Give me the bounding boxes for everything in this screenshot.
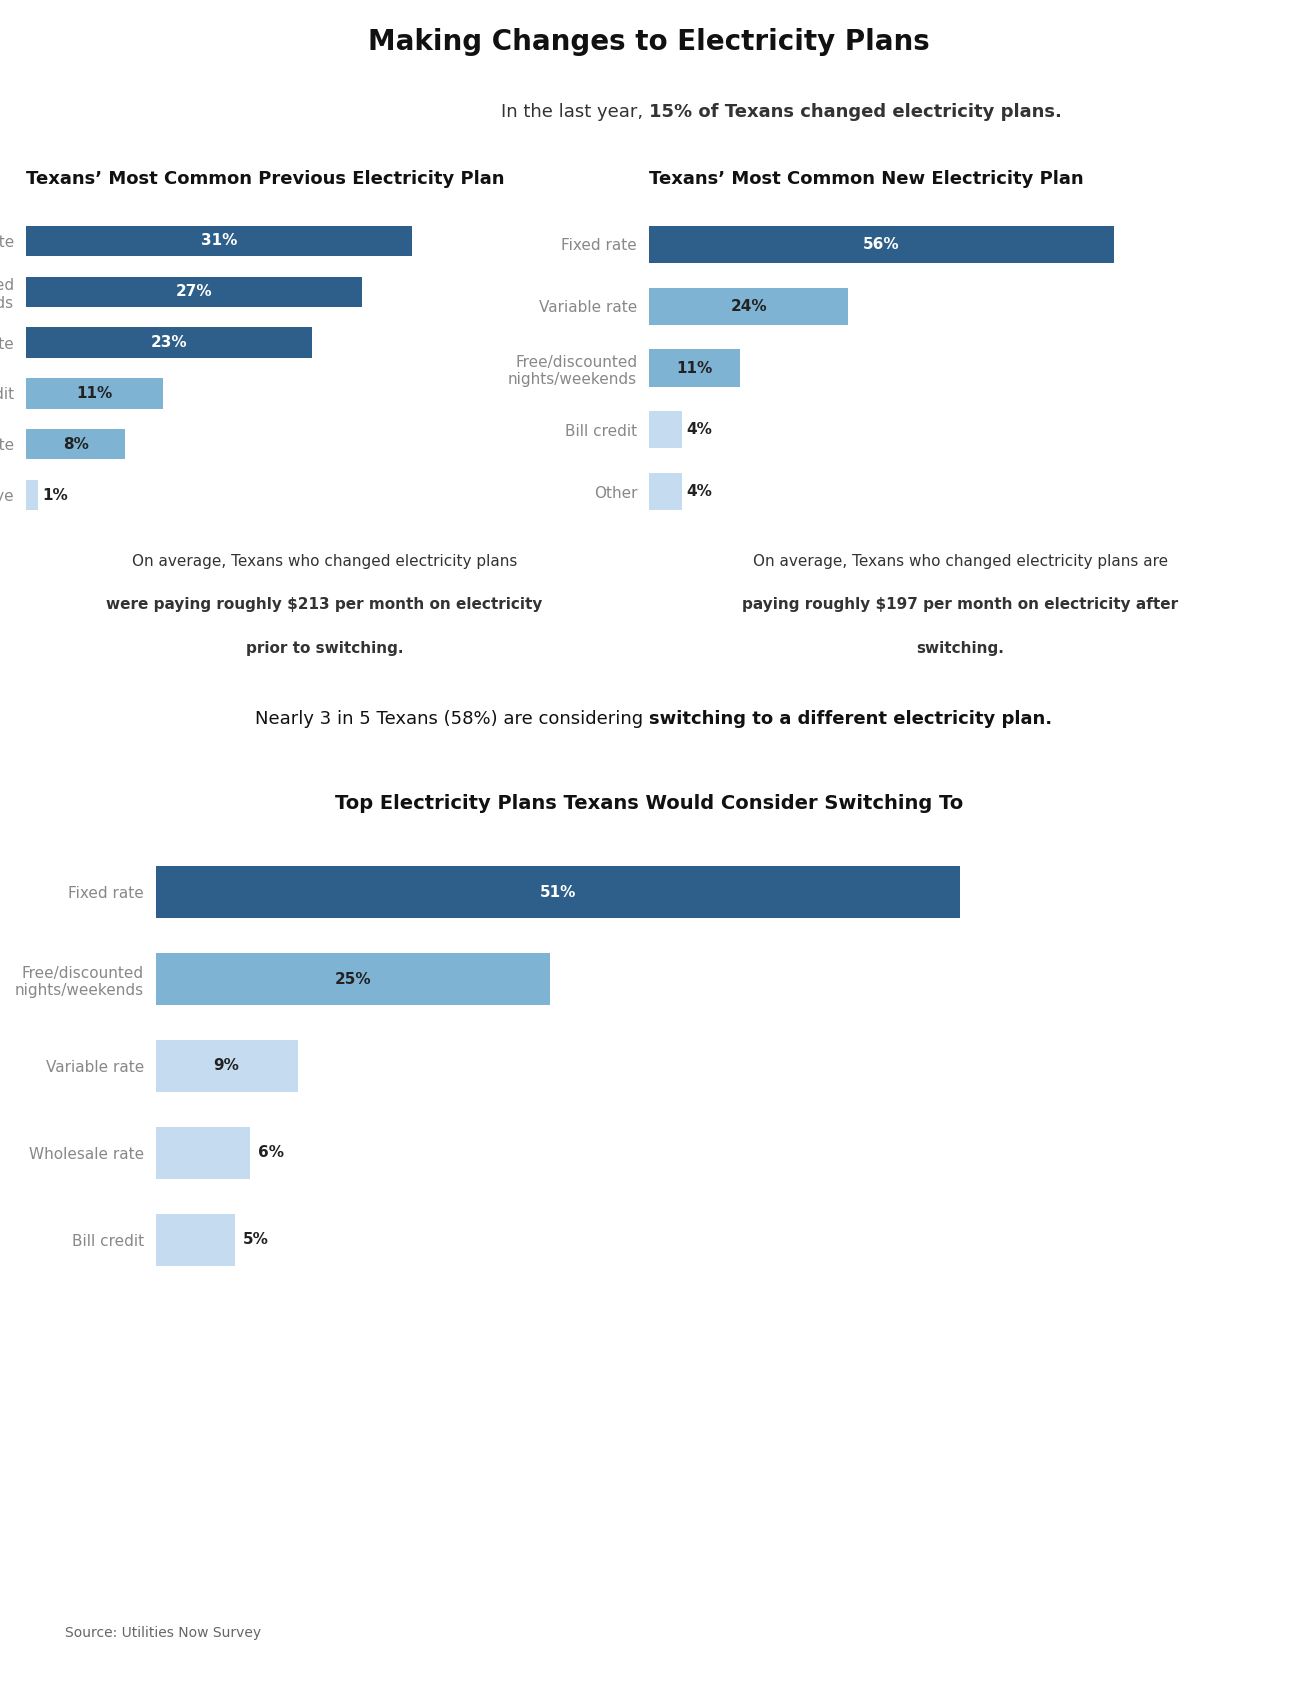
Text: Texans’ Most Common Previous Electricity Plan: Texans’ Most Common Previous Electricity…: [26, 169, 505, 188]
Text: 8%: 8%: [62, 437, 88, 452]
Text: 51%: 51%: [540, 885, 576, 900]
Bar: [156, 866, 959, 919]
Text: 11%: 11%: [77, 386, 113, 401]
Bar: [156, 1127, 251, 1179]
Bar: [156, 953, 550, 1005]
Text: 56%: 56%: [863, 237, 900, 252]
Text: 6%: 6%: [258, 1145, 284, 1161]
Bar: [649, 474, 683, 511]
Text: Nearly 3 in 5 Texans (58%) are considering: Nearly 3 in 5 Texans (58%) are consideri…: [256, 711, 649, 728]
Bar: [649, 225, 1114, 262]
Bar: [26, 276, 362, 306]
Text: On average, Texans who changed electricity plans: On average, Texans who changed electrici…: [132, 555, 517, 569]
Text: Making Changes to Electricity Plans: Making Changes to Electricity Plans: [369, 29, 929, 56]
Text: In the last year,: In the last year,: [501, 103, 649, 120]
Text: prior to switching.: prior to switching.: [245, 641, 404, 655]
Bar: [26, 225, 411, 255]
Bar: [26, 327, 312, 357]
Text: 11%: 11%: [676, 360, 713, 376]
Text: 25%: 25%: [335, 971, 371, 986]
Text: 23%: 23%: [151, 335, 187, 350]
Text: switching.: switching.: [916, 641, 1005, 655]
Text: Texans’ Most Common New Electricity Plan: Texans’ Most Common New Electricity Plan: [649, 169, 1084, 188]
Text: 9%: 9%: [214, 1059, 240, 1073]
Text: 31%: 31%: [201, 233, 238, 249]
Text: switching to a different electricity plan.: switching to a different electricity pla…: [649, 711, 1053, 728]
Text: 27%: 27%: [175, 284, 212, 299]
Bar: [26, 430, 126, 460]
Bar: [649, 411, 683, 448]
Text: 15% of Texans changed electricity plans.: 15% of Texans changed electricity plans.: [649, 103, 1062, 120]
Text: 4%: 4%: [687, 484, 713, 499]
Bar: [649, 288, 849, 325]
Bar: [26, 481, 39, 511]
Text: Source: Utilities Now Survey: Source: Utilities Now Survey: [65, 1626, 261, 1640]
Text: 5%: 5%: [243, 1232, 269, 1247]
Bar: [156, 1213, 235, 1266]
Text: paying roughly $197 per month on electricity after: paying roughly $197 per month on electri…: [742, 597, 1179, 613]
Text: On average, Texans who changed electricity plans are: On average, Texans who changed electrici…: [753, 555, 1168, 569]
Bar: [156, 1041, 297, 1091]
Bar: [26, 379, 162, 409]
Text: 1%: 1%: [42, 487, 67, 503]
Text: Top Electricity Plans Texans Would Consider Switching To: Top Electricity Plans Texans Would Consi…: [335, 794, 963, 814]
Text: 24%: 24%: [731, 299, 767, 313]
Text: 4%: 4%: [687, 423, 713, 437]
Text: were paying roughly $213 per month on electricity: were paying roughly $213 per month on el…: [106, 597, 543, 613]
Bar: [649, 350, 740, 386]
